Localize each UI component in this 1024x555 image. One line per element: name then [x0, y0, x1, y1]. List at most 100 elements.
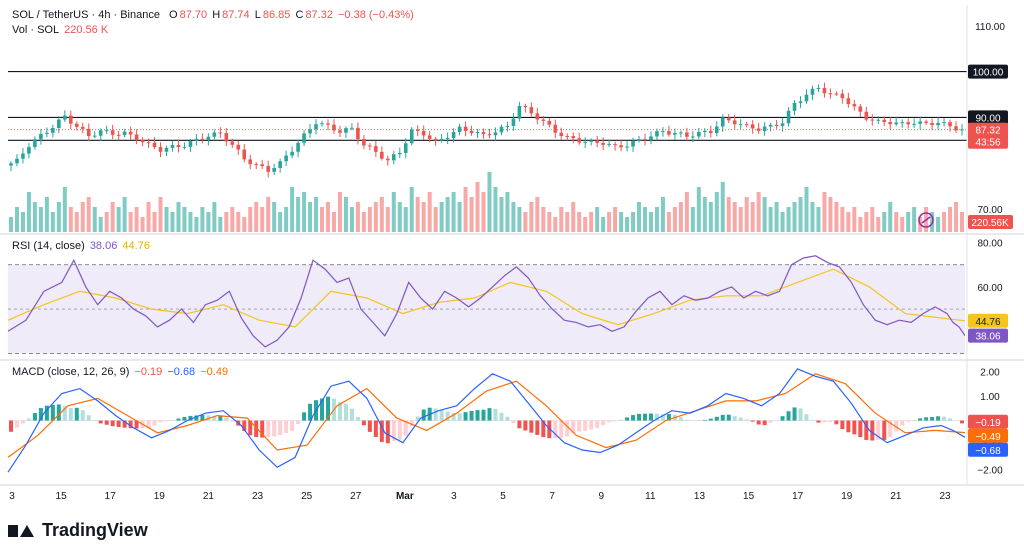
volume-bar [188, 212, 193, 232]
candle-body [302, 133, 306, 143]
low-label: L [254, 9, 261, 21]
volume-bar [702, 197, 707, 232]
price-pane[interactable] [8, 70, 967, 178]
macd-histogram-bar [260, 420, 265, 438]
candle-body [744, 124, 749, 126]
volume-bar [595, 207, 600, 232]
volume-bar [343, 197, 348, 232]
time-tick-label: 23 [252, 491, 264, 502]
volume-bar [92, 207, 97, 232]
volume-bar [786, 207, 791, 232]
time-tick-label: 17 [792, 491, 804, 502]
candle-body [607, 144, 611, 146]
candle-body [499, 126, 504, 133]
volume-bar [852, 207, 857, 232]
candle-body [51, 127, 55, 133]
time-tick-label: 11 [645, 491, 656, 502]
volume-bar [810, 202, 815, 232]
macd-histogram-bar [355, 417, 360, 421]
volume-bar [714, 192, 719, 232]
volume-bar [565, 212, 570, 232]
candle-body [900, 122, 904, 124]
candle-body [380, 151, 384, 159]
volume-bar [367, 207, 372, 232]
candle-body [21, 153, 25, 159]
volume-bar [272, 202, 277, 232]
candle-body [864, 111, 869, 120]
macd-histogram-bar [421, 409, 426, 421]
macd-value: −0.68 [167, 366, 196, 378]
rsi-legend: RSI (14, close) 38.06 44.76 [12, 240, 152, 252]
time-tick-label: 21 [203, 491, 215, 502]
candle-body [732, 120, 737, 125]
macd-histogram-bar [936, 416, 941, 421]
candle-body [421, 130, 426, 136]
rsi-pane[interactable] [0, 255, 1024, 361]
candle-body [152, 142, 157, 148]
macd-histogram-bar [942, 416, 947, 421]
brand-name: TradingView [42, 520, 148, 540]
candle-body [493, 132, 498, 136]
macd-histogram-bar [487, 408, 492, 421]
macd-histogram-bar [882, 420, 887, 440]
macd-histogram-bar [954, 420, 959, 422]
macd-histogram-bar [188, 415, 193, 421]
candle-body [667, 131, 671, 135]
volume-bar [379, 197, 384, 232]
macd-histogram-bar [86, 415, 91, 421]
time-tick-label: 7 [549, 491, 555, 502]
candle-body [762, 126, 767, 131]
candle-body [164, 147, 169, 152]
price-axis[interactable]: 110.00100.0090.0085.0070.0087.3243:56220… [966, 5, 1013, 485]
candle-body [104, 130, 109, 132]
macd-histogram-bar [248, 420, 253, 436]
candle-body [320, 123, 324, 125]
volume-bar [331, 212, 336, 232]
macd-histogram-bar [302, 412, 307, 421]
volume-bar [894, 212, 899, 232]
macd-histogram-bar [840, 420, 845, 430]
candle-body [158, 147, 163, 152]
candle-body [828, 93, 833, 95]
candle-body [673, 132, 677, 135]
chart-canvas[interactable]: 3 15 17 19 21 23 25 27 Mar 3 5 7 9 11 13 15 17 19 21 23 110… [0, 0, 1024, 510]
volume-bar [254, 202, 259, 232]
macd-histogram-bar [20, 420, 25, 424]
time-axis[interactable]: 3 15 17 19 21 23 25 27 Mar 3 5 7 9 11 13 15 17 19 21 23 [9, 491, 951, 502]
macd-histogram-bar [565, 420, 570, 437]
candle-body [595, 140, 599, 143]
candle-body [804, 94, 809, 102]
macd-histogram-bar [738, 417, 743, 421]
macd-histogram-bar [361, 420, 366, 426]
volume-bar [708, 202, 713, 232]
settings-icon[interactable] [918, 212, 934, 228]
candle-body [332, 124, 336, 131]
macd-histogram-bar [409, 420, 414, 427]
volume-bar [828, 197, 833, 232]
tradingview-logo-icon [8, 523, 36, 539]
volume-bar [146, 202, 151, 232]
change-value: −0.38 (−0.43%) [338, 9, 414, 21]
macd-histogram-bar [888, 420, 893, 438]
high-label: H [212, 9, 221, 21]
macd-histogram-bar [218, 416, 223, 421]
candle-body [774, 124, 779, 126]
macd-line [7, 368, 966, 473]
close-value: 87.32 [305, 9, 333, 21]
candle-body [894, 122, 899, 125]
macd-histogram-bar [571, 420, 576, 434]
volume-bar [80, 202, 85, 232]
volume-bar [152, 212, 157, 232]
candle-body [637, 139, 641, 141]
candle-body [726, 117, 731, 121]
volume-bar [613, 207, 618, 232]
candle-body [541, 119, 546, 121]
volume-bar [266, 197, 271, 232]
macd-histogram-bar [349, 408, 354, 421]
macd-pane[interactable] [0, 368, 1024, 486]
candle-body [9, 163, 13, 166]
macd-histogram-bar [164, 420, 169, 422]
rsi-ma-line [7, 268, 966, 328]
volume-bar [936, 217, 941, 232]
volume-bar [74, 212, 79, 232]
